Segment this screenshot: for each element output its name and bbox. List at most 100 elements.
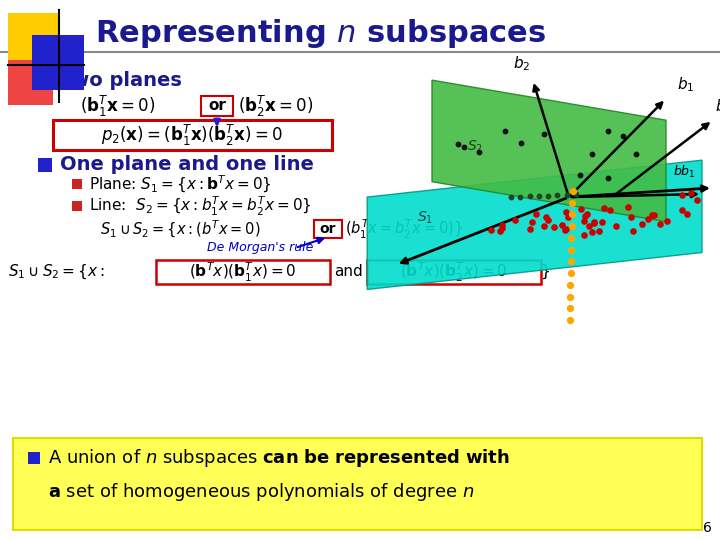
Point [566,234,577,242]
Text: One plane and one line: One plane and one line [60,156,314,174]
Point [515,192,526,201]
Text: De Morgan's rule: De Morgan's rule [207,241,313,254]
Text: $(\mathbf{b}_2^T \mathbf{x} = 0)$: $(\mathbf{b}_2^T \mathbf{x} = 0)$ [238,93,313,119]
Point [654,220,665,228]
Point [548,222,559,231]
Point [597,217,608,226]
Point [552,191,563,199]
Bar [28,452,40,464]
Text: $(b_1^T x = b_2^T x = 0)\}$: $(b_1^T x = b_2^T x = 0)\}$ [345,218,463,241]
Point [566,222,577,231]
Text: Plane: $S_1 = \{x : \mathbf{b}^T x = 0\}$: Plane: $S_1 = \{x : \mathbf{b}^T x = 0\}… [89,173,271,194]
Point [561,224,572,233]
Point [677,191,688,199]
Point [564,316,575,325]
Point [627,226,639,235]
FancyBboxPatch shape [13,438,702,530]
Point [586,150,598,158]
Point [564,292,576,301]
Polygon shape [432,80,666,222]
Point [564,304,575,313]
Point [630,149,642,158]
Point [685,189,697,198]
Point [603,127,614,136]
Point [583,222,595,231]
Point [618,132,629,140]
Point [661,217,672,225]
Point [564,281,576,289]
Bar [38,73,52,87]
Point [526,218,538,227]
Point [567,187,578,195]
Point [559,226,571,234]
FancyBboxPatch shape [53,120,332,150]
Point [534,192,545,200]
Point [578,231,590,240]
Point [681,210,693,219]
Text: or: or [208,98,226,113]
Point [540,213,552,221]
Point [542,215,554,224]
Point [599,204,611,212]
Point [565,245,577,254]
Point [586,227,598,236]
Point [565,269,577,278]
Bar [38,158,52,172]
Point [570,190,582,199]
Text: $S_1 \cup S_2 = \{x : (b^T x = 0)$: $S_1 \cup S_2 = \{x : (b^T x = 0)$ [100,219,261,240]
Point [636,220,648,228]
FancyBboxPatch shape [367,260,541,284]
Text: $(\mathbf{b}^T x)(\mathbf{b}_2^T x) = 0$: $(\mathbf{b}^T x)(\mathbf{b}_2^T x) = 0$ [400,260,508,284]
Bar [8,13,60,65]
Point [499,126,510,135]
Bar [32,35,84,90]
Point [495,227,506,236]
Point [497,221,508,230]
Point [610,221,621,230]
Text: $bb_1$: $bb_1$ [672,164,696,180]
Point [524,192,536,201]
Point [505,193,517,201]
Point [530,210,541,218]
Text: $\mathbf{a}$ set of homogeneous polynomials of degree $\it{n}$: $\mathbf{a}$ set of homogeneous polynomi… [48,481,474,503]
Point [524,225,536,233]
Text: $(\mathbf{b}_1^T \mathbf{x} = 0)$: $(\mathbf{b}_1^T \mathbf{x} = 0)$ [80,93,156,119]
Text: $S_1$: $S_1$ [417,210,433,226]
Point [649,211,660,219]
Point [542,191,554,200]
Bar [72,201,82,211]
Text: $b$: $b$ [714,98,720,114]
FancyBboxPatch shape [156,260,330,284]
Point [625,212,636,221]
Point [575,205,587,214]
Text: or: or [320,222,336,236]
Point [581,210,593,218]
Point [588,219,600,227]
Point [642,215,654,224]
Point [562,213,574,221]
Point [539,221,550,230]
Point [580,212,591,220]
Point [561,191,572,199]
FancyBboxPatch shape [201,96,233,116]
Text: and: and [334,265,363,280]
Point [458,143,469,151]
Text: Representing $\it{n}$ subspaces: Representing $\it{n}$ subspaces [95,17,546,50]
Point [588,218,600,227]
Point [452,139,464,148]
Point [473,147,485,156]
Text: $S_2$: $S_2$ [467,139,483,156]
Bar [72,179,82,189]
Point [485,226,497,235]
Point [496,224,508,232]
Text: $b_1$: $b_1$ [677,76,694,94]
Point [622,203,634,212]
Point [509,215,521,224]
Point [578,217,590,225]
Text: $(\mathbf{b}^T x)(\mathbf{b}_1^T x) = 0$: $(\mathbf{b}^T x)(\mathbf{b}_1^T x) = 0$ [189,260,297,284]
Bar [8,60,53,105]
Point [593,227,605,235]
Point [677,205,688,214]
Point [539,130,550,138]
Point [604,205,616,214]
